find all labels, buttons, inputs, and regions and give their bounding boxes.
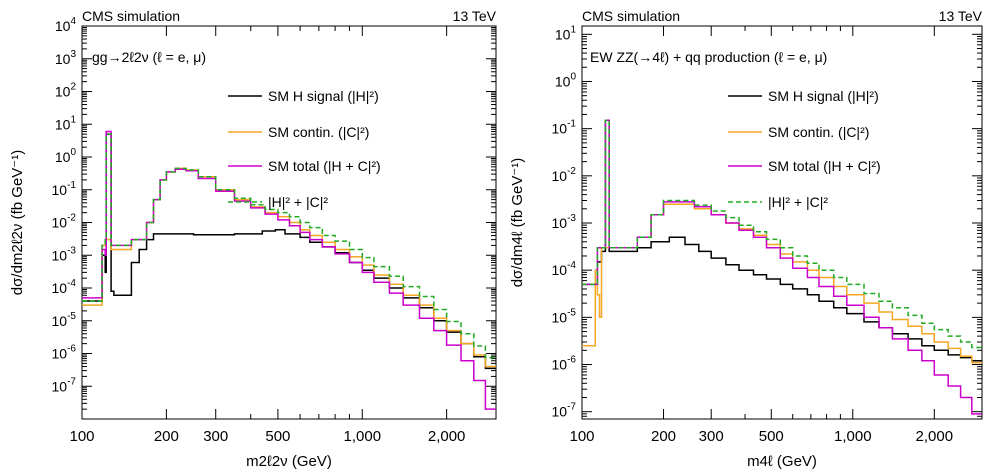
legend: SM H signal (|H|²) SM contin. (|C|²) SM to… [728, 88, 881, 210]
header-right: 13 TeV [453, 8, 497, 24]
series-line-1 [582, 119, 982, 362]
x-tick-label: 200 [154, 428, 179, 445]
x-tick-label: 2,000 [916, 428, 954, 445]
process-label: EW ZZ(→4ℓ) + qq production (ℓ = e, μ) [590, 49, 827, 65]
header-right: 13 TeV [939, 8, 983, 24]
y-tick-label: 10-7 [52, 376, 77, 394]
y-tick-label: 103 [55, 49, 77, 67]
y-tick-label: 10-5 [52, 311, 77, 329]
header-left: CMS simulation [82, 8, 180, 24]
chart-panel-1: CMS simulation 13 TeV 10-7 10-6 10-5 10-4 10-3… [9, 8, 497, 470]
series-line-4 [582, 119, 982, 349]
y-tick-label: 10-3 [552, 213, 577, 231]
y-axis-title: dσ/dm4ℓ (fb GeV⁻¹) [509, 158, 526, 288]
y-tick-label: 10-4 [52, 278, 77, 296]
x-axis-title: m2ℓ2ν (GeV) [246, 453, 332, 470]
header-left: CMS simulation [582, 8, 680, 24]
y-tick-label: 102 [55, 82, 77, 100]
legend-label-1: SM H signal (|H|²) [768, 88, 879, 104]
y-tick-label: 10-3 [52, 245, 77, 263]
x-axis: 100 200 300 500 1,000 2,000 [569, 26, 983, 445]
y-tick-label: 10-4 [552, 260, 577, 278]
x-tick-label: 500 [265, 428, 290, 445]
series-group [582, 119, 982, 415]
y-tick-label: 10-2 [552, 166, 577, 184]
legend-label-4: |H|² + |C|² [268, 194, 328, 210]
legend: SM H signal (|H|²) SM contin. (|C|²) SM to… [228, 88, 381, 210]
x-tick-label: 1,000 [344, 428, 382, 445]
y-tick-label: 100 [555, 71, 577, 89]
legend-label-1: SM H signal (|H|²) [268, 88, 379, 104]
y-tick-label: 10-6 [552, 355, 577, 373]
process-label: gg→2ℓ2ν (ℓ = e, μ) [92, 49, 206, 65]
x-axis: 100 200 300 500 1,000 2,000 [69, 26, 497, 445]
y-axis-title: dσ/dm2ℓ2ν (fb GeV⁻¹) [9, 150, 26, 295]
y-tick-label: 104 [55, 16, 77, 34]
legend-label-2: SM contin. (|C|²) [268, 124, 369, 140]
x-tick-label: 300 [699, 428, 724, 445]
x-tick-label: 200 [651, 428, 676, 445]
chart-panel-2: CMS simulation 13 TeV 10-7 10-6 10-5 10-4 10-3… [509, 8, 983, 470]
x-tick-label: 500 [759, 428, 784, 445]
x-tick-label: 300 [203, 428, 228, 445]
x-tick-label: 2,000 [428, 428, 466, 445]
x-tick-label: 100 [569, 428, 594, 445]
y-axis: 10-7 10-6 10-5 10-4 10-3 10-2 10-1 100 101 102 103… [52, 16, 496, 420]
legend-label-2: SM contin. (|C|²) [768, 124, 869, 140]
x-axis-title: m4ℓ (GeV) [747, 453, 817, 470]
y-tick-label: 101 [555, 24, 577, 42]
x-tick-label: 1,000 [834, 428, 872, 445]
y-tick-label: 10-2 [52, 213, 77, 231]
y-tick-label: 10-7 [552, 402, 577, 420]
series-line-1 [82, 133, 496, 370]
y-tick-label: 10-6 [52, 344, 77, 362]
x-tick-label: 100 [69, 428, 94, 445]
y-tick-label: 10-1 [552, 119, 577, 137]
y-axis: 10-7 10-6 10-5 10-4 10-3 10-2 10-1 100 101 [552, 24, 982, 420]
y-tick-label: 10-5 [552, 307, 577, 325]
legend-label-3: SM total (|H + C|²) [768, 158, 881, 174]
series-group [82, 130, 496, 410]
y-tick-label: 100 [55, 147, 77, 165]
y-tick-label: 101 [55, 114, 77, 132]
legend-label-4: |H|² + |C|² [768, 194, 828, 210]
series-line-4 [82, 133, 496, 359]
legend-label-3: SM total (|H + C|²) [268, 158, 381, 174]
y-tick-label: 10-1 [52, 180, 77, 198]
